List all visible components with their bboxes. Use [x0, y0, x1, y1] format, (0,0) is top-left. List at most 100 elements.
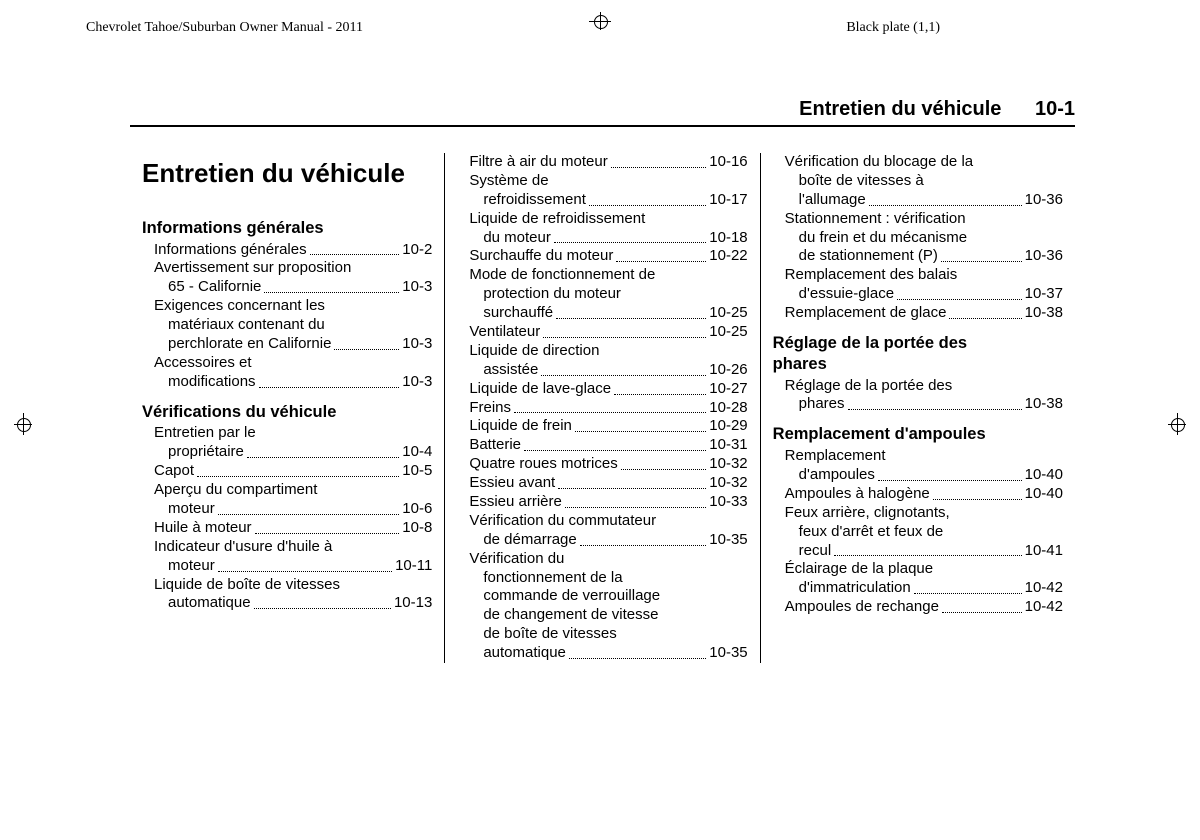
toc-entry: Exigences concernant lesmatériaux conten…	[154, 297, 432, 354]
toc-label: Remplacement de glace	[785, 304, 947, 323]
toc-label-lastline: perchlorate en Californie 10-3	[168, 335, 432, 354]
toc-label-line: feux d'arrêt et feux de	[799, 523, 1063, 542]
toc-label-line: Liquide de boîte de vitesses	[154, 576, 432, 595]
toc-leader	[541, 375, 706, 376]
toc-page: 10-4	[402, 443, 432, 462]
toc-entry: Capot10-5	[154, 462, 432, 481]
toc-label-line: Réglage de la portée des	[785, 377, 1063, 396]
toc-page: 10-38	[1025, 395, 1063, 414]
toc-entry: Ampoules à halogène 10-40	[785, 485, 1063, 504]
toc-label-line: de boîte de vitesses	[483, 625, 747, 644]
toc-leader	[848, 409, 1022, 410]
toc-label: l'allumage	[799, 191, 866, 210]
toc-page: 10-28	[709, 399, 747, 418]
toc-entry: Surchauffe du moteur10-22	[469, 247, 747, 266]
toc-leader	[878, 480, 1022, 481]
toc-page: 10-3	[402, 335, 432, 354]
toc-label-line: boîte de vitesses à	[799, 172, 1063, 191]
toc-entry: Quatre roues motrices 10-32	[469, 455, 747, 474]
toc-label: propriétaire	[168, 443, 244, 462]
header-left-text: Chevrolet Tahoe/Suburban Owner Manual - …	[86, 20, 363, 36]
toc-leader	[580, 545, 707, 546]
toc-label-line: matériaux contenant du	[168, 316, 432, 335]
toc-entry: Freins10-28	[469, 399, 747, 418]
toc-label-lastline: d'immatriculation10-42	[799, 579, 1063, 598]
toc-section-heading: Remplacement d'ampoules	[773, 424, 1063, 445]
toc-label-lastline: phares10-38	[799, 395, 1063, 414]
toc-page: 10-25	[709, 304, 747, 323]
crop-mark-right	[1168, 415, 1186, 433]
toc-leader	[616, 261, 706, 262]
page-header-title: Entretien du véhicule	[799, 98, 1001, 120]
toc-label: Batterie	[469, 436, 521, 455]
toc-label: Filtre à air du moteur	[469, 153, 607, 172]
toc-page: 10-41	[1025, 542, 1063, 561]
toc-label: d'essuie-glace	[799, 285, 894, 304]
toc-leader	[255, 533, 400, 534]
toc-label: Ventilateur	[469, 323, 540, 342]
toc-leader	[611, 167, 707, 168]
toc-label: Ampoules à halogène	[785, 485, 930, 504]
toc-entry: Batterie10-31	[469, 436, 747, 455]
toc-label: refroidissement	[483, 191, 586, 210]
toc-label-lastline: propriétaire 10-4	[168, 443, 432, 462]
toc-label: Quatre roues motrices	[469, 455, 617, 474]
toc-page: 10-3	[402, 373, 432, 392]
toc-label-line: Indicateur d'usure d'huile à	[154, 538, 432, 557]
toc-leader	[310, 254, 400, 255]
toc-leader	[941, 261, 1022, 262]
toc-entry: Feux arrière, clignotants,feux d'arrêt e…	[785, 504, 1063, 561]
toc-label: de démarrage	[483, 531, 576, 550]
toc-leader	[565, 507, 706, 508]
toc-leader	[949, 318, 1021, 319]
toc-page: 10-37	[1025, 285, 1063, 304]
toc-page: 10-3	[402, 278, 432, 297]
toc-label-lastline: automatique10-35	[483, 644, 747, 663]
toc-label: Liquide de lave-glace	[469, 380, 611, 399]
toc-page: 10-13	[394, 594, 432, 613]
toc-label: Capot	[154, 462, 194, 481]
toc-leader	[589, 205, 706, 206]
toc-leader	[942, 612, 1022, 613]
toc-label-line: Accessoires et	[154, 354, 432, 373]
toc-label: Huile à moteur	[154, 519, 252, 538]
toc-page: 10-40	[1025, 485, 1063, 504]
toc-label-line: Vérification du	[469, 550, 747, 569]
column-1: Entretien du véhicule Informations génér…	[130, 153, 444, 663]
toc-entry: Vérification du blocage de laboîte de vi…	[785, 153, 1063, 210]
toc-leader	[543, 337, 706, 338]
toc-label-line: Éclairage de la plaque	[785, 560, 1063, 579]
toc-page: 10-32	[709, 455, 747, 474]
toc-section-heading: Informations générales	[142, 218, 432, 239]
toc-page: 10-38	[1025, 304, 1063, 323]
toc-entry: Liquide de frein10-29	[469, 417, 747, 436]
toc-entry: Informations générales10-2	[154, 241, 432, 260]
toc-leader	[614, 394, 706, 395]
toc-page: 10-22	[709, 247, 747, 266]
page-content: Entretien du véhicule 10-1 Entretien du …	[130, 98, 1075, 663]
column-2: Filtre à air du moteur10-16Système deref…	[444, 153, 759, 663]
toc-leader	[556, 318, 706, 319]
toc-entry: Liquide de directionassistée10-26	[469, 342, 747, 380]
toc-label-lastline: d'ampoules10-40	[799, 466, 1063, 485]
toc-label: Liquide de frein	[469, 417, 572, 436]
toc-page: 10-2	[402, 241, 432, 260]
toc-leader	[334, 349, 399, 350]
toc-leader	[621, 469, 707, 470]
toc-section-heading: Réglage de la portée desphares	[773, 333, 1063, 375]
toc-leader	[514, 412, 706, 413]
toc-entry: Remplacement des balaisd'essuie-glace10-…	[785, 266, 1063, 304]
toc-entry: Vérification du commutateurde démarrage1…	[469, 512, 747, 550]
toc-label-line: du frein et du mécanisme	[799, 229, 1063, 248]
toc-label-line: Aperçu du compartiment	[154, 481, 432, 500]
toc-label: d'immatriculation	[799, 579, 911, 598]
toc-page: 10-42	[1025, 598, 1063, 617]
toc-leader	[197, 476, 399, 477]
toc-page: 10-25	[709, 323, 747, 342]
content-columns: Entretien du véhicule Informations génér…	[130, 153, 1075, 663]
toc-label-line: Exigences concernant les	[154, 297, 432, 316]
toc-label: surchauffé	[483, 304, 553, 323]
toc-label: perchlorate en Californie	[168, 335, 331, 354]
toc-entry: Accessoires etmodifications10-3	[154, 354, 432, 392]
toc-label: Essieu avant	[469, 474, 555, 493]
